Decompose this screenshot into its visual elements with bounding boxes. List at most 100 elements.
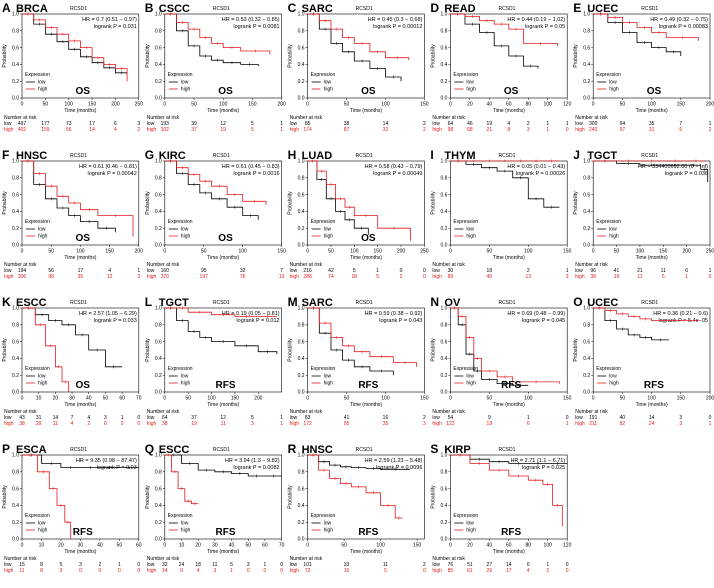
risk-low-value: 3 bbox=[79, 562, 82, 568]
risk-low-value: 64 bbox=[162, 415, 168, 421]
x-tick-label: 150 bbox=[88, 102, 97, 108]
risk-low-value: 14 bbox=[53, 415, 59, 421]
risk-low-value: 73 bbox=[66, 121, 72, 127]
risk-high-value: 5 bbox=[384, 568, 387, 574]
gene-label: RCSD1 bbox=[641, 153, 658, 159]
endpoint-label: OS bbox=[76, 86, 91, 97]
risk-low-value: 497 bbox=[18, 121, 27, 127]
x-tick-label: 150 bbox=[374, 249, 383, 255]
x-axis-label: Time (months) bbox=[207, 108, 239, 114]
risk-high-label: high bbox=[4, 127, 14, 133]
x-tick-label: 100 bbox=[381, 396, 390, 402]
x-tick-label: 0 bbox=[306, 543, 309, 549]
endpoint-label: OS bbox=[76, 380, 91, 391]
y-tick-label: 0.4 bbox=[440, 356, 447, 362]
panel-D: D READ RCSD1 0.0 0.2 0.4 0.6 0.8 1.0 Probability 0… bbox=[430, 1, 571, 133]
y-tick-label: 0.0 bbox=[12, 537, 19, 543]
risk-low-value: 54 bbox=[448, 415, 454, 421]
km-curve-low bbox=[164, 13, 259, 67]
cancer-title: SARC bbox=[302, 297, 333, 309]
risk-high-value: 1 bbox=[566, 421, 569, 427]
risk-high-value: 370 bbox=[161, 274, 170, 280]
risk-low-value: 16 bbox=[383, 415, 389, 421]
risk-high-value: 5 bbox=[662, 274, 665, 280]
y-tick-label: 1.0 bbox=[298, 159, 305, 165]
legend-title: Expression bbox=[596, 72, 621, 78]
y-axis-label: Probability bbox=[430, 191, 436, 215]
risk-high-label: high bbox=[432, 274, 442, 280]
hazard-ratio: HR = 0.61 (0.46 − 0.81) bbox=[79, 164, 137, 170]
risk-low-value: 83 bbox=[305, 415, 311, 421]
legend-high: high bbox=[181, 528, 191, 534]
km-curve-high bbox=[450, 13, 558, 46]
y-tick-label: 0.2 bbox=[298, 226, 305, 232]
legend-high: high bbox=[38, 234, 48, 240]
x-tick-label: 0 bbox=[21, 396, 24, 402]
x-tick-label: 0 bbox=[592, 396, 595, 402]
legend-low: low bbox=[181, 521, 189, 527]
plot-frame bbox=[307, 160, 425, 246]
km-curve-low bbox=[450, 13, 539, 69]
x-axis-label: Time (months) bbox=[207, 549, 239, 555]
risk-high-label: high bbox=[4, 421, 14, 427]
y-tick-label: 0.4 bbox=[440, 62, 447, 68]
risk-high-value: 1 bbox=[280, 421, 283, 427]
km-curve-high bbox=[22, 13, 128, 82]
risk-high-value: 3 bbox=[679, 421, 682, 427]
legend-title: Expression bbox=[453, 219, 478, 225]
y-tick-label: 1.0 bbox=[440, 12, 447, 18]
legend-low: low bbox=[609, 80, 617, 86]
risk-high-label: high bbox=[290, 274, 300, 280]
panel-letter: P bbox=[2, 442, 10, 456]
risk-low-value: 37 bbox=[191, 415, 197, 421]
x-axis-label: Time (months) bbox=[493, 108, 525, 114]
y-tick-label: 1.0 bbox=[583, 12, 590, 18]
risk-header: Number at risk bbox=[4, 556, 37, 562]
legend-title: Expression bbox=[311, 513, 336, 519]
x-tick-label: 50 bbox=[344, 102, 350, 108]
legend-title: Expression bbox=[168, 366, 193, 372]
cancer-title: UCEC bbox=[587, 297, 618, 309]
cancer-title: LUAD bbox=[302, 150, 333, 162]
hazard-ratio: HR = 9.35 (0.98 − 87.47) bbox=[76, 458, 137, 464]
y-tick-label: 0.8 bbox=[298, 176, 305, 182]
x-axis-label: Time (months) bbox=[350, 108, 382, 114]
risk-header: Number at risk bbox=[4, 409, 37, 415]
risk-high-value: 172 bbox=[303, 421, 312, 427]
risk-high-value: 0 bbox=[566, 127, 569, 133]
y-tick-label: 0.0 bbox=[12, 96, 19, 102]
risk-low-value: 0 bbox=[137, 415, 140, 421]
y-tick-label: 0.6 bbox=[440, 339, 447, 345]
panel-letter: E bbox=[573, 1, 581, 15]
risk-low-label: low bbox=[432, 268, 440, 274]
y-tick-label: 0.6 bbox=[155, 192, 162, 198]
y-tick-label: 1.0 bbox=[12, 12, 19, 18]
risk-low-value: 1 bbox=[546, 121, 549, 127]
y-tick-label: 0.6 bbox=[155, 339, 162, 345]
panel-J: J TGCT RCSD1 0.0 0.2 0.4 0.6 0.8 1.0 Probability 0… bbox=[573, 148, 714, 280]
risk-low-value: 94 bbox=[620, 121, 626, 127]
panel-N: N OV RCSD1 0.0 0.2 0.4 0.6 0.8 1.0 Probability 0 50… bbox=[430, 295, 571, 427]
panel-letter: Q bbox=[145, 442, 154, 456]
risk-low-value: 14 bbox=[506, 562, 512, 568]
y-tick-label: 0.8 bbox=[298, 29, 305, 35]
legend-high: high bbox=[324, 528, 334, 534]
endpoint-label: OS bbox=[218, 86, 233, 97]
risk-high-value: 21 bbox=[487, 127, 493, 133]
y-tick-label: 0.0 bbox=[155, 537, 162, 543]
y-tick-label: 0.2 bbox=[583, 79, 590, 85]
panel-P: P ESCA RCSD1 0.0 0.2 0.4 0.6 0.8 1.0 Probability 0… bbox=[2, 442, 142, 574]
risk-low-value: 1 bbox=[709, 121, 712, 127]
x-tick-label: 20 bbox=[195, 543, 201, 549]
x-tick-label: 10 bbox=[36, 396, 42, 402]
risk-high-value: 4 bbox=[71, 421, 74, 427]
risk-high-label: high bbox=[290, 421, 300, 427]
risk-high-value: 6 bbox=[679, 127, 682, 133]
legend-low: low bbox=[38, 227, 46, 233]
risk-high-value: 5 bbox=[251, 127, 254, 133]
y-tick-label: 0.4 bbox=[440, 209, 447, 215]
risk-low-value: 6 bbox=[527, 562, 530, 568]
x-tick-label: 50 bbox=[341, 543, 347, 549]
risk-high-value: 1 bbox=[280, 127, 283, 133]
